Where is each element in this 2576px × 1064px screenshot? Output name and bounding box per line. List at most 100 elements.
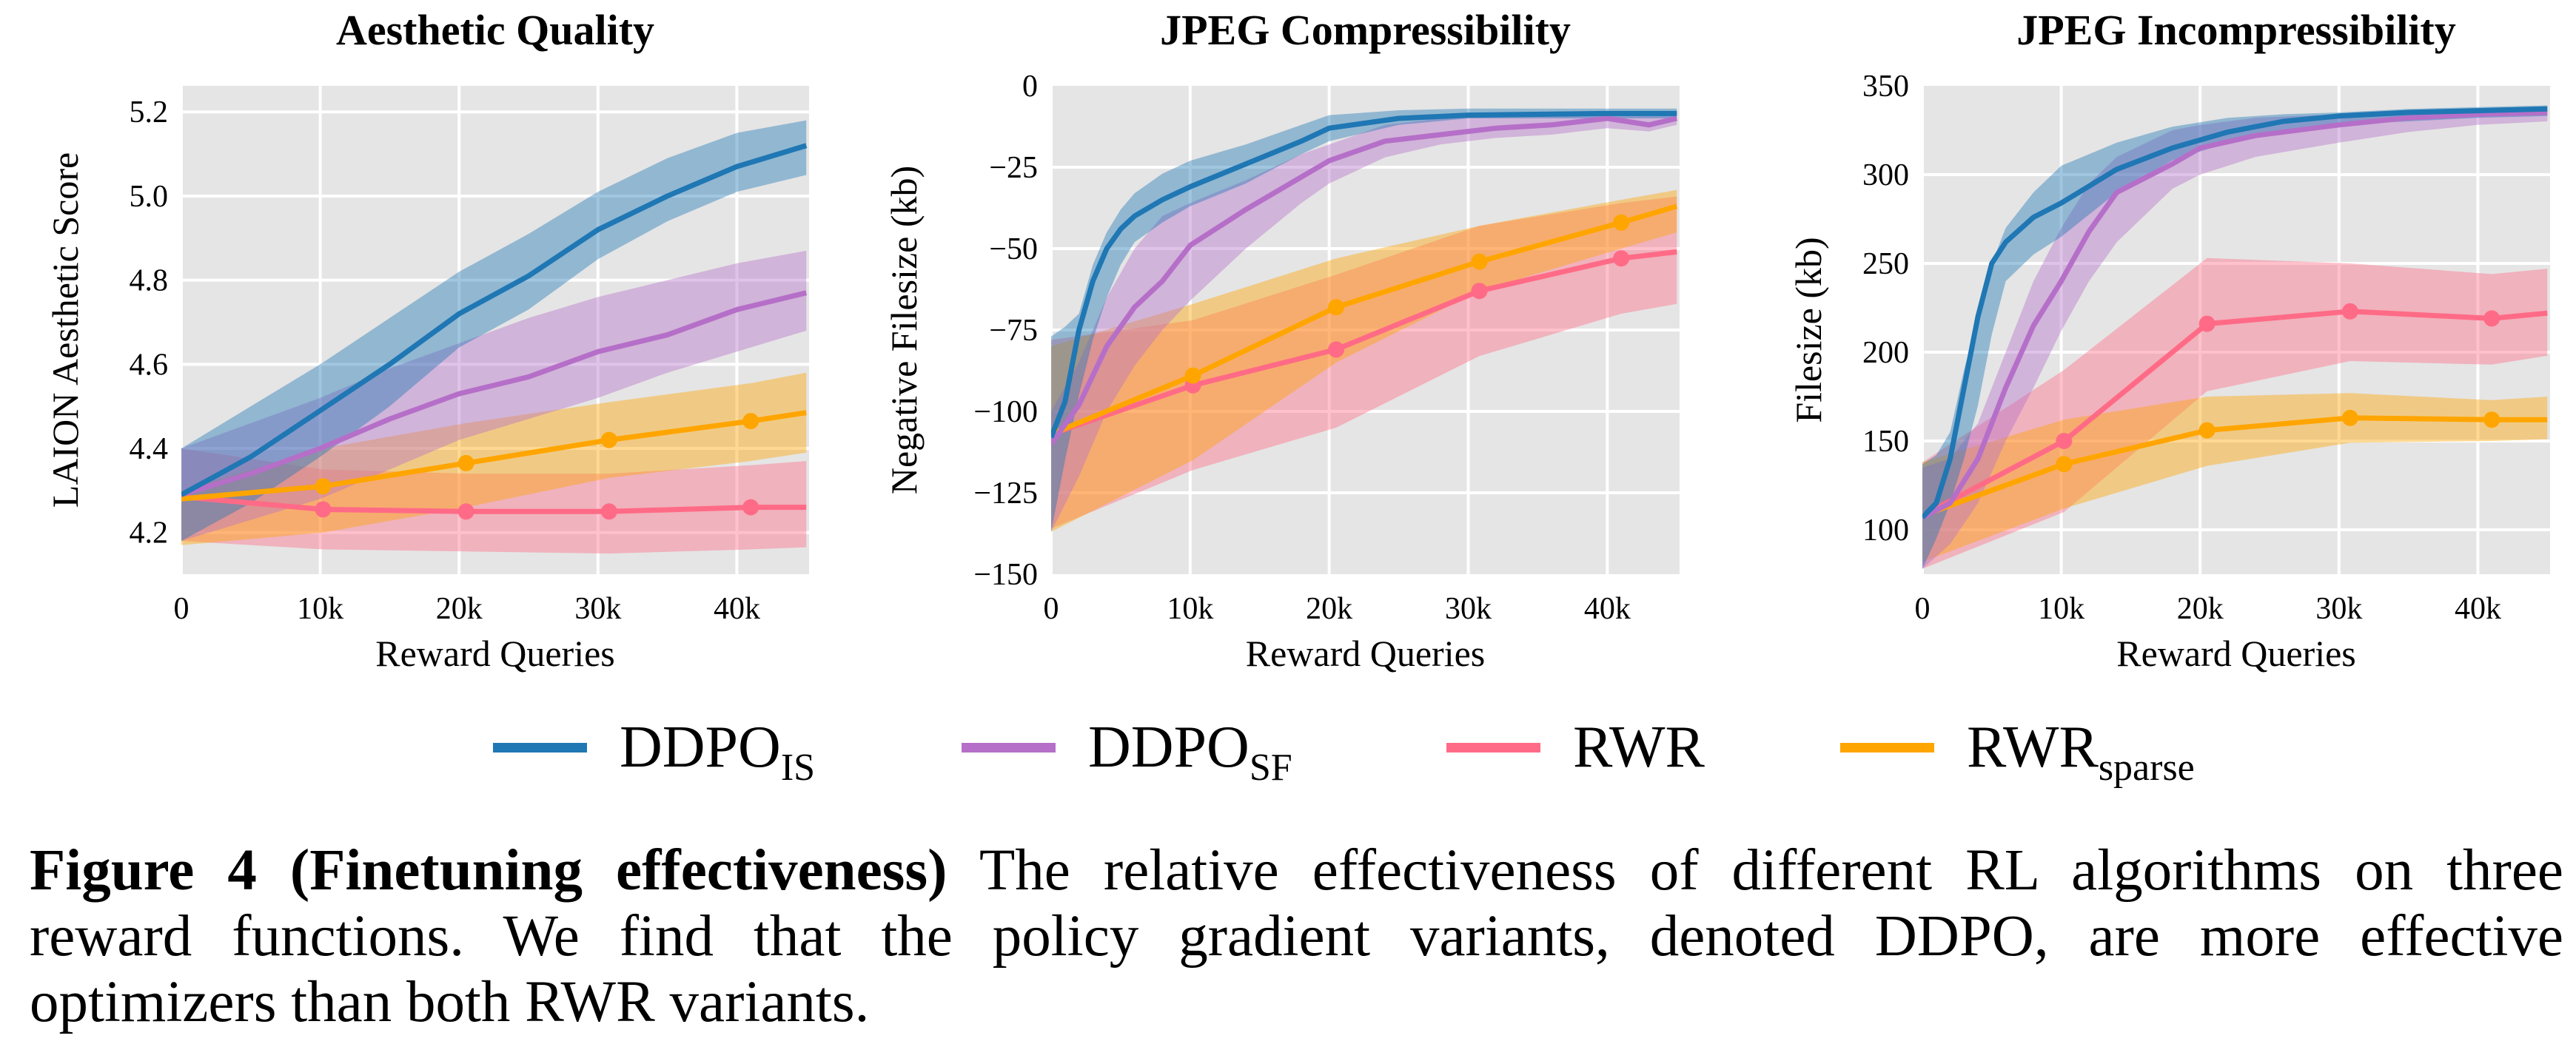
caption-line-3: optimizers than both RWR variants. (30, 970, 870, 1034)
data-point-rwr (2056, 433, 2073, 449)
data-point-rwr_sparse (1184, 367, 1201, 384)
caption-line-1: Figure 4 (Finetuning effectiveness) The … (30, 838, 2563, 903)
x-axis-label: Reward Queries (1246, 633, 1486, 674)
series-line-ddpo_sf (1051, 115, 1678, 446)
x-tick-label: 0 (174, 592, 189, 626)
data-point-rwr (315, 501, 332, 518)
x-tick-label: 10k (1167, 592, 1213, 626)
legend-swatch-ddpo-sf (962, 742, 1056, 752)
x-tick-label: 10k (2038, 592, 2084, 626)
confidence-band-ddpo_is (1922, 105, 2548, 569)
data-point-rwr_sparse (2056, 456, 2073, 473)
chart-2: 0 10k 20k 30k 40k −150 −125 −100 −75 −50 −25 0 JPEG … (883, 6, 1680, 674)
y-tick-label: 4.4 (130, 432, 169, 466)
data-point-rwr (1471, 283, 1488, 300)
figure-charts: 0 10k 20k 30k 40k 4.2 4.4 4.6 4.8 5.0 5.2 Aesthetic… (44, 6, 2550, 674)
y-tick-label: −100 (973, 395, 1038, 429)
y-tick-label: 350 (1862, 70, 1909, 104)
y-tick-label: −50 (989, 232, 1038, 266)
x-axis-label: Reward Queries (2116, 633, 2356, 674)
data-point-rwr (1328, 341, 1345, 358)
y-tick-label: −150 (973, 558, 1038, 592)
legend-label-rwr-sparse: RWRsparse (1967, 715, 2195, 789)
y-tick-label: 4.8 (130, 264, 169, 298)
series-line-ddpo_is (1051, 110, 1677, 439)
y-tick-label: 4.6 (130, 348, 169, 382)
legend-label-ddpo-is: DDPOIS (620, 715, 816, 789)
series-line-ddpo_sf (1922, 110, 2548, 520)
plot-series (181, 120, 808, 554)
x-tick-label: 30k (574, 592, 621, 626)
chart-title: Aesthetic Quality (336, 6, 654, 54)
legend-swatch-rwr-sparse (1840, 742, 1934, 752)
legend-item-ddpo-is: DDPOIS (493, 703, 815, 792)
x-tick-label: 30k (2315, 592, 2362, 626)
y-tick-label: −75 (989, 314, 1038, 348)
x-tick-label: 10k (297, 592, 343, 626)
chart-title: JPEG Compressibility (1160, 6, 1571, 54)
data-point-rwr_sparse (315, 478, 332, 495)
y-tick-label: 250 (1862, 247, 1909, 281)
data-point-rwr (1613, 250, 1630, 267)
y-tick-label: −125 (973, 477, 1038, 511)
data-point-rwr_sparse (2341, 409, 2358, 426)
data-point-rwr_sparse (1613, 214, 1630, 231)
data-point-rwr (2341, 303, 2358, 320)
x-tick-label: 20k (1306, 592, 1352, 626)
plot-series (1922, 105, 2548, 569)
legend-item-ddpo-sf: DDPOSF (962, 703, 1292, 792)
legend-item-rwr-sparse: RWRsparse (1840, 703, 2195, 792)
y-tick-label: 5.0 (130, 180, 169, 214)
series-line-rwr (1051, 249, 1677, 437)
y-tick-label: 200 (1862, 336, 1909, 370)
series-line-ddpo_sf (181, 290, 808, 497)
confidence-band-rwr_sparse (1051, 189, 1677, 532)
y-tick-label: 4.2 (130, 516, 169, 550)
data-point-rwr_sparse (1471, 253, 1488, 270)
confidence-band-ddpo_sf (1922, 107, 2548, 569)
series-line-ddpo_is (181, 143, 808, 497)
y-tick-label: 0 (1022, 70, 1038, 104)
confidence-band-ddpo_is (181, 120, 807, 542)
legend-swatch-rwr (1446, 742, 1540, 752)
data-point-rwr_sparse (1328, 299, 1345, 316)
data-point-rwr_sparse (2483, 411, 2500, 428)
series-line-rwr_sparse (1922, 415, 2548, 519)
plot-series (1051, 108, 1678, 532)
series-line-ddpo_is (1922, 106, 2548, 519)
x-axis-label: Reward Queries (375, 633, 615, 674)
figure-caption: Figure 4 (Finetuning effectiveness) The … (30, 838, 2563, 1035)
data-point-rwr_sparse (600, 431, 617, 448)
y-tick-label: 150 (1862, 425, 1909, 459)
y-tick-label: −25 (989, 151, 1038, 185)
legend-item-rwr: RWR (1446, 703, 1705, 792)
confidence-band-ddpo_sf (1051, 112, 1677, 532)
x-tick-label: 20k (436, 592, 483, 626)
x-tick-label: 20k (2177, 592, 2224, 626)
confidence-band-rwr (181, 448, 807, 554)
caption-line-2: reward functions. We find that the polic… (30, 904, 2563, 969)
y-tick-label: 300 (1862, 158, 1909, 192)
series-line-rwr (181, 494, 807, 514)
confidence-band-rwr (1922, 257, 2548, 569)
y-axis-label: Negative Filesize (kb) (883, 166, 925, 494)
y-axis-label: LAION Aesthetic Score (44, 152, 86, 508)
legend-label-rwr: RWR (1573, 715, 1705, 780)
y-tick-label: 5.2 (130, 95, 169, 129)
x-tick-label: 0 (1044, 592, 1059, 626)
legend-label-ddpo-sf: DDPOSF (1088, 715, 1292, 789)
confidence-band-rwr_sparse (1922, 393, 2548, 562)
plot-background (181, 86, 809, 574)
legend: DDPOIS DDPOSF RWR RWRsparse (0, 703, 2576, 792)
caption-label: Figure 4 (Finetuning effectiveness) (30, 838, 947, 903)
data-point-rwr_sparse (742, 413, 759, 430)
x-tick-label: 0 (1915, 592, 1931, 626)
chart-1: 0 10k 20k 30k 40k 4.2 4.4 4.6 4.8 5.0 5.2 Aesthetic… (44, 6, 809, 674)
data-point-rwr (2483, 310, 2500, 327)
series-line-rwr_sparse (181, 410, 807, 502)
x-tick-label: 40k (1584, 592, 1631, 626)
caption-text-1: The relative effectiveness of different … (979, 838, 2563, 903)
data-point-rwr_sparse (2198, 422, 2216, 439)
y-axis-label: Filesize (kb) (1788, 237, 1829, 422)
data-point-rwr (742, 499, 759, 516)
